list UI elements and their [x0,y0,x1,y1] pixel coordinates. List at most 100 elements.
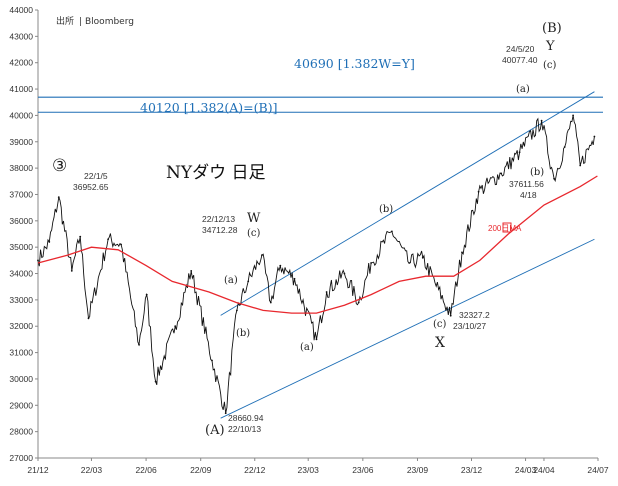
x-tick-label: 23/06 [352,465,374,475]
source-separator: | [79,17,82,27]
price-point [70,270,73,272]
wave-W: W [247,211,261,226]
wave-W-to-X-b: (b) [379,204,393,215]
price-point [325,291,328,293]
y-tick-label: 33000 [9,295,33,305]
horizontal-lines [38,96,603,113]
x-tick-label: 22/09 [190,465,212,475]
y-tick-label: 32000 [9,321,33,331]
wave-W-c: (c) [247,228,261,239]
price-point [48,241,51,243]
note-b-low-date: 4/18 [520,190,537,200]
price-point [293,277,296,280]
price-point [408,262,411,264]
note-y-value: 40077.40 [502,55,538,65]
ma-label-box [502,222,512,233]
wave-W-to-X-a: (a) [300,342,314,353]
note-x-value: 32327.2 [459,310,490,320]
note-w-value: 34712.28 [202,225,238,235]
series-ma-200 [37,175,598,314]
price-point [477,190,480,193]
source-label: Bloomberg [85,17,134,27]
price-point [138,343,140,346]
price-point [315,338,318,341]
chart-title: NYダウ 日足 [166,163,266,183]
y-tick-label: 41000 [9,84,33,94]
y-tick-label: 28000 [9,427,33,437]
price-point [461,251,463,254]
axes: 27000 28000 29000 30000 31000 32000 33000 34000… [9,5,609,475]
price-point [261,254,263,256]
x-tick-label: 23/12 [461,465,483,475]
x-tick-label: 23/03 [298,465,320,475]
y-tick-label: 39000 [9,137,33,147]
wave-A-to-W-a: (a) [224,275,238,286]
note-peak-value: 36952.65 [73,182,109,192]
x-tick-label: 22/03 [81,465,103,475]
channel-lower-line [220,238,595,419]
wave-B: (B) [542,21,562,36]
y-tick-label: 40000 [9,110,33,120]
series-price [37,115,595,414]
price-point [593,135,596,138]
wave-X-to-Y-a: (a) [516,84,530,95]
price-point [190,270,193,272]
wave-X-to-Y-b: (b) [530,167,544,178]
wave-X-to-Y-c: (c) [543,60,557,71]
y-tick-label: 42000 [9,58,33,68]
y-tick-label: 30000 [9,374,33,384]
hline-label-40690: 40690 [1.382W=Y] [294,56,415,71]
y-tick-label: 38000 [9,163,33,173]
note-y-date: 24/5/20 [506,44,535,54]
wave-A: (A) [205,423,225,438]
price-point [87,317,90,320]
price-point [391,230,393,233]
price-point [563,146,566,148]
channel-upper-line [220,91,595,316]
note-a-low-value: 28660.94 [228,413,264,423]
price-point [236,309,238,312]
note-w-date: 22/12/13 [202,214,235,224]
note-x-date: 23/10/27 [453,321,486,331]
price-point [279,264,282,267]
x-tick-label: 23/09 [407,465,429,475]
ma-label: 200日MA [488,224,522,233]
trend-channel [220,91,595,419]
y-tick-label: 37000 [9,189,33,199]
wave-X: X [435,335,445,351]
price-point [57,196,60,199]
price-point [579,164,582,167]
price-point [154,380,157,383]
price-point [37,259,39,262]
price-point [553,177,555,180]
x-tick-label: 24/07 [587,465,609,475]
note-b-low-value: 37611.56 [509,179,544,189]
wave-circled-3: ③ [52,156,67,176]
x-tick-label: 22/12 [244,465,266,475]
price-point [120,243,122,246]
wave-A-to-W-b: (b) [236,328,250,339]
price-point [269,301,272,304]
x-tick-label: 24/03 [515,465,537,475]
note-peak-date: 22/1/5 [84,171,108,181]
y-tick-label: 29000 [9,400,33,410]
price-point [174,325,177,328]
price-point [79,235,82,238]
hline-label-40120: 40120 [1.382(A)=(B)] [140,100,277,115]
y-tick-label: 27000 [9,453,33,463]
price-point [107,238,109,241]
series-group [37,114,598,415]
y-tick-label: 36000 [9,216,33,226]
wave-W-to-X-c: (c) [433,319,447,330]
x-tick-label: 21/12 [27,465,49,475]
wave-Y: Y [545,39,555,54]
price-point [247,280,250,283]
y-tick-label: 35000 [9,242,33,252]
price-point [211,359,213,362]
price-point [224,412,227,415]
y-tick-label: 34000 [9,269,33,279]
price-point [343,272,346,275]
price-point [357,301,360,304]
